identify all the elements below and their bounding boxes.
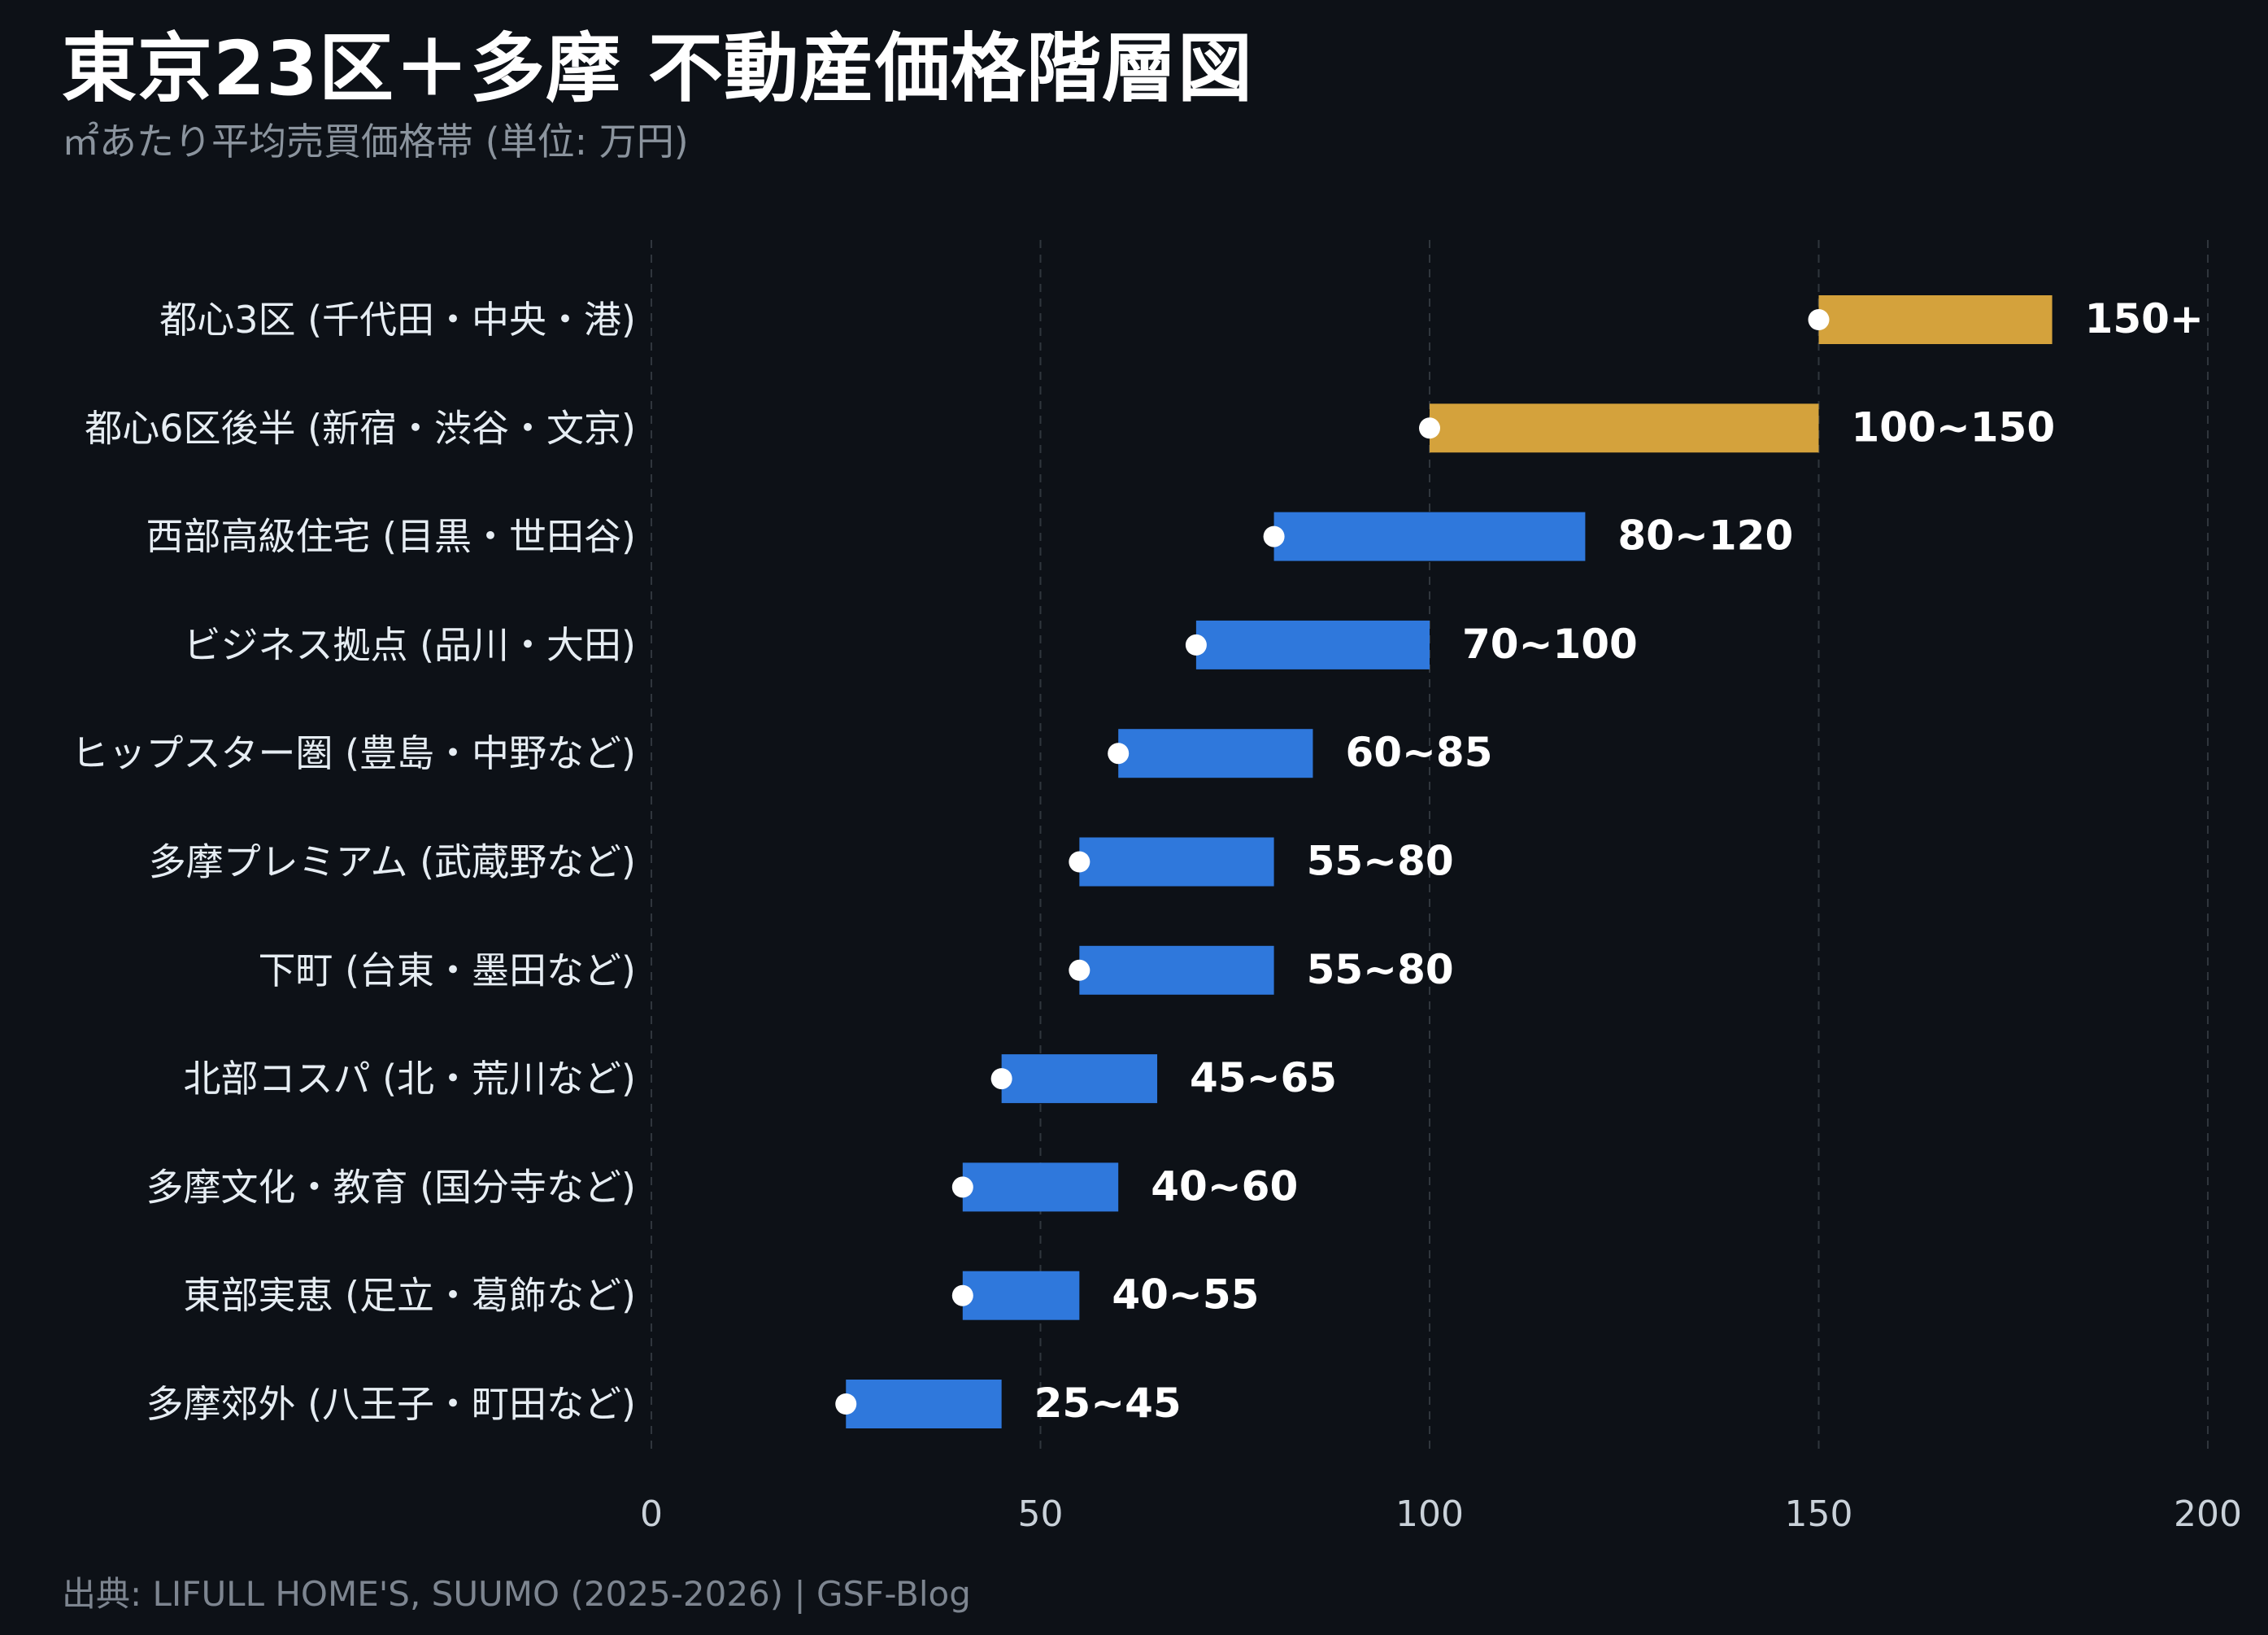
- x-tick-label: 100: [1395, 1493, 1464, 1535]
- range-bars: [835, 295, 2053, 1428]
- range-value-label: 55~80: [1307, 838, 1454, 885]
- range-value-label: 80~120: [1617, 512, 1793, 560]
- category-label: 北部コスパ (北・荒川など): [183, 1057, 636, 1101]
- range-value-label: 40~55: [1112, 1271, 1259, 1319]
- range-value-label: 60~85: [1345, 729, 1492, 776]
- x-tick-label: 0: [640, 1493, 663, 1535]
- range-value-label: 150+: [2085, 295, 2204, 342]
- range-bar: [962, 1271, 1080, 1320]
- category-label: 多摩郊外 (八王子・町田など): [146, 1382, 636, 1426]
- chart-title: 東京23区＋多摩 不動産価格階層図: [62, 25, 1254, 112]
- x-tick-label: 50: [1018, 1493, 1064, 1535]
- category-label: ヒップスター圏 (豊島・中野など): [71, 731, 636, 775]
- range-bar: [846, 1380, 1002, 1428]
- chart-subtitle: ㎡あたり平均売買価格帯 (単位: 万円): [62, 120, 689, 164]
- x-tick-label: 200: [2174, 1493, 2242, 1535]
- category-label: 東部実恵 (足立・葛飾など): [183, 1274, 636, 1318]
- range-bar: [1118, 729, 1313, 778]
- range-value-label: 55~80: [1307, 946, 1454, 993]
- range-bar: [1001, 1054, 1158, 1104]
- category-label: 都心6区後半 (新宿・渋谷・文京): [85, 406, 636, 450]
- range-bar: [1273, 512, 1586, 561]
- grid-lines: [651, 240, 2209, 1452]
- range-value-label: 40~60: [1151, 1162, 1298, 1210]
- category-label: 多摩文化・教育 (国分寺など): [146, 1165, 636, 1209]
- category-label: 都心3区 (千代田・中央・港): [159, 298, 636, 342]
- range-bar: [1195, 620, 1430, 669]
- range-start-marker: [951, 1284, 973, 1306]
- range-start-marker: [1808, 309, 1830, 330]
- source-note: 出典: LIFULL HOME'S, SUUMO (2025-2026) | G…: [62, 1574, 971, 1614]
- range-value-label: 25~45: [1034, 1380, 1182, 1427]
- range-bar: [1818, 295, 2053, 344]
- category-label: 西部高級住宅 (目黒・世田谷): [146, 515, 636, 559]
- range-value-label: 100~150: [1852, 403, 2056, 451]
- labels: 0 50 100 150 200 都心3区 (千代田・中央・港) 150+ 都心6区後半 (新…: [71, 295, 2242, 1535]
- range-bar: [962, 1162, 1119, 1212]
- range-start-marker: [1185, 634, 1207, 656]
- range-start-marker: [835, 1393, 857, 1415]
- range-start-marker: [990, 1068, 1012, 1090]
- range-start-marker: [1263, 525, 1285, 547]
- range-value-label: 45~65: [1190, 1054, 1337, 1101]
- range-start-marker: [1069, 959, 1090, 981]
- range-bar: [1079, 945, 1274, 995]
- range-value-label: 70~100: [1462, 621, 1638, 668]
- x-tick-label: 150: [1785, 1493, 1853, 1535]
- range-start-marker: [1108, 743, 1130, 765]
- range-start-marker: [1419, 417, 1440, 439]
- range-bar: [1430, 403, 1819, 453]
- category-label: 多摩プレミアム (武蔵野など): [149, 840, 636, 884]
- category-label: ビジネス拠点 (品川・大田): [183, 623, 636, 667]
- range-start-marker: [1069, 851, 1090, 873]
- category-label: 下町 (台東・墨田など): [258, 948, 636, 992]
- range-bar: [1079, 837, 1274, 887]
- range-start-marker: [951, 1176, 973, 1198]
